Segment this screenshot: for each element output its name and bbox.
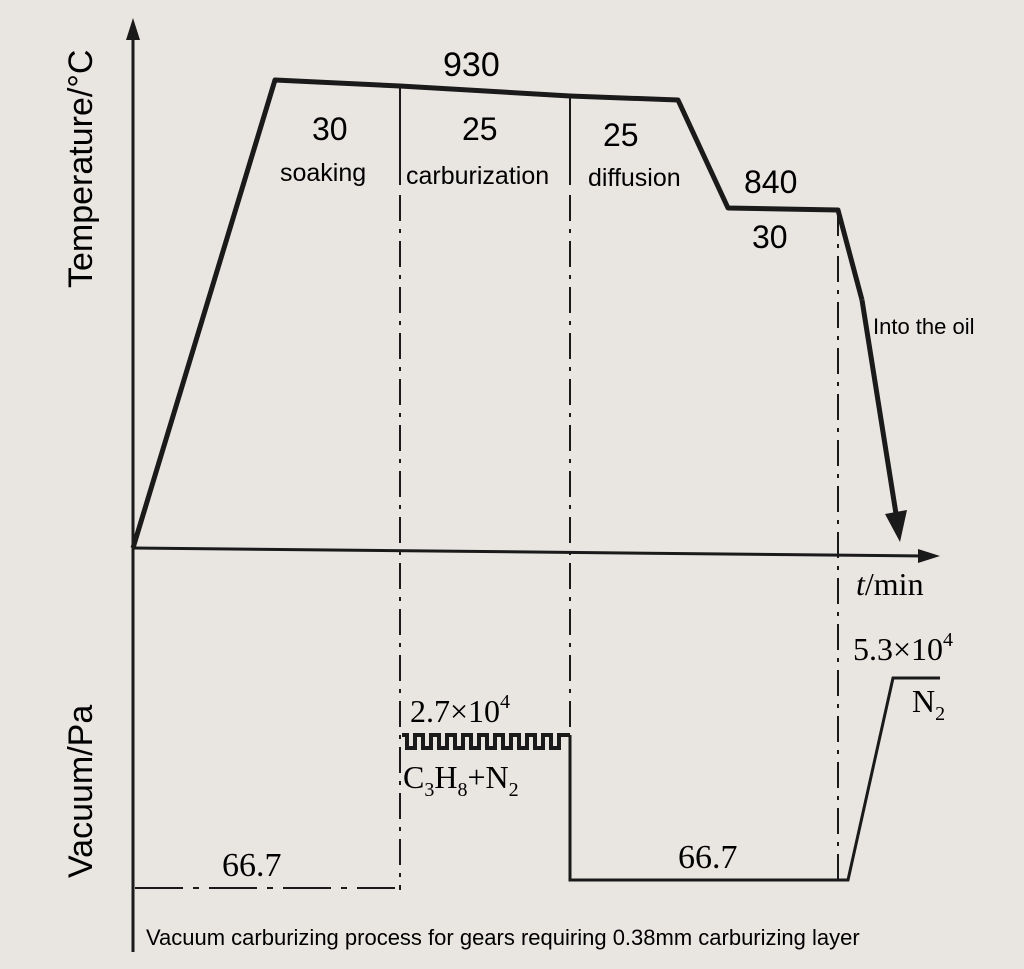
x-axis-arrow xyxy=(918,549,940,563)
quench-arrow xyxy=(859,299,900,521)
diffusion-duration: 25 xyxy=(603,117,639,153)
figure-caption: Vacuum carburizing process for gears req… xyxy=(146,925,860,950)
carburizing-pressure: 2.7×104 xyxy=(410,691,510,729)
time-axis-label: t/min xyxy=(856,566,924,602)
carburizing-gas: C3H8+N2 xyxy=(403,759,519,801)
vacuum-low-right: 66.7 xyxy=(678,839,738,876)
carburizing-pulse-curve xyxy=(402,733,570,750)
quench-label: Into the oil xyxy=(873,314,975,339)
quench-arrowhead xyxy=(885,510,907,542)
lower-hold-duration: 30 xyxy=(752,219,788,255)
fill-pressure: 5.3×104 xyxy=(853,629,953,667)
temperature-axis-label: Temperature/°C xyxy=(62,50,100,288)
vacuum-axis-label: Vacuum/Pa xyxy=(62,705,100,878)
y-axis-arrow xyxy=(126,18,140,40)
carburization-label: carburization xyxy=(406,162,549,190)
lower-temperature: 840 xyxy=(744,164,797,200)
x-axis xyxy=(132,546,926,558)
peak-temperature: 930 xyxy=(443,46,500,84)
vacuum-low-left: 66.7 xyxy=(222,847,282,884)
soaking-duration: 30 xyxy=(312,111,348,147)
vacuum-diffusion-curve xyxy=(568,676,940,882)
fill-gas: N2 xyxy=(912,683,945,725)
carburization-duration: 25 xyxy=(462,111,498,147)
diffusion-label: diffusion xyxy=(588,164,681,192)
soaking-label: soaking xyxy=(280,159,366,187)
temperature-curve xyxy=(130,77,865,549)
